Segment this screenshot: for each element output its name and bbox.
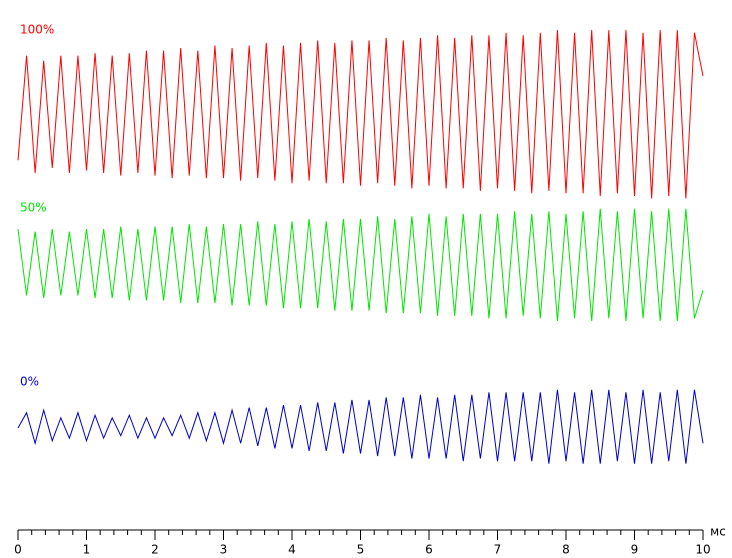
trace xyxy=(17,208,704,321)
x-tick-label: 8 xyxy=(562,543,570,557)
x-tick-label: 4 xyxy=(288,543,296,557)
trace-label: 0% xyxy=(20,375,39,389)
x-tick-label: 0 xyxy=(14,543,22,557)
x-tick-label: 9 xyxy=(631,543,639,557)
x-axis-unit: мс xyxy=(710,525,726,539)
x-tick-label: 3 xyxy=(220,543,228,557)
trace-label: 50% xyxy=(20,201,47,215)
x-tick-label: 1 xyxy=(83,543,91,557)
trace xyxy=(17,30,704,199)
x-tick-label: 5 xyxy=(357,543,365,557)
x-tick-label: 7 xyxy=(494,543,502,557)
x-tick-label: 10 xyxy=(695,543,710,557)
trace xyxy=(17,389,704,464)
x-tick-label: 6 xyxy=(425,543,433,557)
x-tick-label: 2 xyxy=(151,543,159,557)
trace-label: 100% xyxy=(20,23,54,37)
